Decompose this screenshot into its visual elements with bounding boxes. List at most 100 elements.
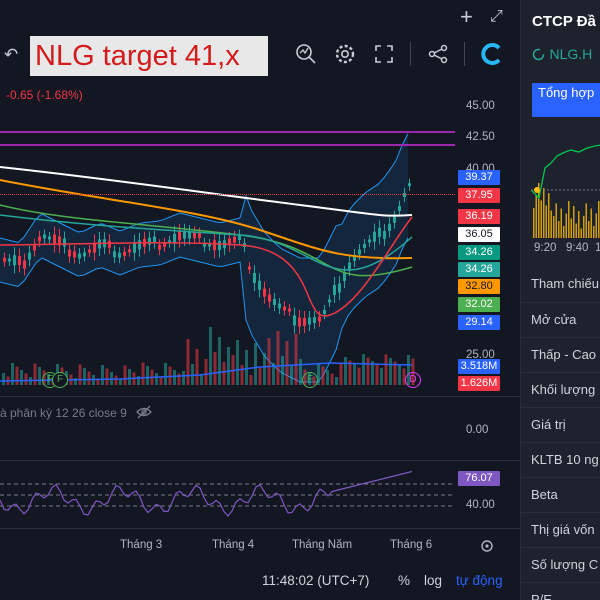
price-chart[interactable]: [0, 95, 455, 395]
price-axis-label: 45.00: [466, 100, 495, 112]
price-tag: 36.05: [458, 227, 500, 242]
toolbar-divider: [410, 42, 411, 66]
volume-bar: [411, 358, 415, 385]
mini-volume-bar: [578, 211, 580, 238]
plus-icon[interactable]: +: [460, 4, 473, 29]
candle-body: [233, 236, 236, 243]
auto-toggle[interactable]: tự động: [456, 573, 503, 588]
pane-divider[interactable]: [0, 396, 520, 397]
volume-bar: [290, 366, 293, 385]
settings-gear-icon[interactable]: [333, 42, 357, 66]
share-icon[interactable]: [426, 42, 450, 66]
ma-red-line: [0, 216, 413, 317]
volume-bar: [245, 350, 248, 385]
log-toggle[interactable]: log: [424, 573, 443, 588]
mini-volume-bar: [553, 216, 555, 238]
eye-off-icon[interactable]: [136, 405, 153, 422]
volume-bar: [78, 364, 82, 385]
candle-body: [403, 193, 406, 197]
candle-body: [123, 251, 126, 256]
volume-bar: [155, 373, 158, 385]
candle-body: [188, 231, 191, 239]
mini-volume-bar: [560, 208, 562, 238]
percent-toggle[interactable]: %: [398, 573, 411, 588]
candle-body: [158, 244, 161, 250]
volume-bar: [389, 358, 392, 385]
price-axis-label: 42.50: [466, 131, 495, 143]
resistance-line[interactable]: [0, 144, 455, 146]
row-separator: [521, 512, 600, 513]
candle-body: [348, 262, 351, 270]
volume-bar: [267, 338, 271, 385]
macd-label-text: à phân kỳ 12 26 close 9: [0, 406, 127, 420]
info-row-label: KLTB 10 ng: [531, 452, 599, 467]
event-marker-f[interactable]: F: [302, 372, 318, 388]
candle-body: [113, 251, 116, 258]
price-tag: 32.80: [458, 279, 500, 294]
volume-bar: [146, 366, 149, 385]
volume-bar: [191, 364, 194, 385]
event-marker-f[interactable]: F: [52, 372, 68, 388]
symbol-row[interactable]: NLG.H: [532, 46, 592, 64]
volume-bar: [33, 363, 37, 385]
mini-time-label: 9:20: [534, 242, 557, 254]
indicator-icon[interactable]: [294, 42, 318, 66]
candle-body: [213, 240, 216, 251]
volume-bar: [159, 376, 163, 385]
candle-body: [18, 256, 21, 265]
mini-volume-bar: [575, 223, 577, 238]
volume-bar: [371, 361, 374, 385]
volume-bar: [335, 377, 338, 385]
mini-volume-bar: [573, 206, 575, 238]
volume-bar: [258, 368, 262, 385]
mini-volume-bar: [580, 228, 582, 238]
mini-volume-bar: [588, 221, 590, 238]
mini-volume-bar: [585, 203, 587, 238]
candle-body: [118, 252, 121, 258]
volume-bar: [38, 367, 41, 385]
volume-bar: [299, 359, 302, 385]
volume-bar: [15, 366, 19, 385]
rsi-chart[interactable]: [0, 462, 455, 526]
top-bar: + ⤢: [0, 0, 520, 38]
chart-panel[interactable]: + ⤢ ↶ NLG target 41,x -0.65 (-1.68%) F F…: [0, 0, 520, 600]
info-row-label: Beta: [531, 487, 558, 502]
pane-divider[interactable]: [0, 460, 520, 461]
info-row-label: Số lượng C: [531, 557, 599, 572]
volume-bar: [123, 365, 127, 385]
price-tag: 37.95: [458, 188, 500, 203]
intraday-mini-chart: [531, 144, 600, 238]
volume-bar: [213, 352, 217, 385]
price-tag: 34.26: [458, 245, 500, 260]
volume-bar: [11, 363, 14, 385]
volume-bar: [317, 363, 320, 385]
fullscreen-icon[interactable]: [372, 42, 396, 66]
resistance-line[interactable]: [0, 131, 455, 133]
candle-body: [168, 240, 171, 244]
volume-bar: [393, 361, 397, 385]
info-row-label: Tham chiếu: [531, 276, 599, 291]
mini-volume-bar: [538, 183, 540, 238]
volume-bar: [209, 327, 212, 385]
volume-bar: [353, 364, 356, 385]
tab-overview[interactable]: Tổng hợp: [532, 83, 600, 117]
row-separator: [521, 337, 600, 338]
current-price-line: [0, 194, 455, 195]
volume-bar: [164, 363, 167, 385]
calendar-icon[interactable]: [479, 538, 495, 554]
candle-body: [78, 253, 81, 259]
mini-volume-bar: [565, 213, 567, 238]
event-marker-d[interactable]: D: [405, 372, 421, 388]
volume-bar: [402, 368, 406, 385]
back-arrow-icon[interactable]: ↶: [4, 45, 19, 64]
candle-body: [393, 216, 396, 223]
expand-icon[interactable]: ⤢: [490, 8, 503, 25]
pane-divider[interactable]: [0, 528, 520, 529]
candle-body: [133, 242, 136, 253]
logo-c-icon[interactable]: [480, 42, 504, 66]
candle-body: [73, 251, 76, 258]
candle-body: [218, 241, 221, 250]
candle-body: [208, 243, 211, 247]
volume-bar: [236, 340, 239, 385]
candle-body: [313, 317, 316, 323]
